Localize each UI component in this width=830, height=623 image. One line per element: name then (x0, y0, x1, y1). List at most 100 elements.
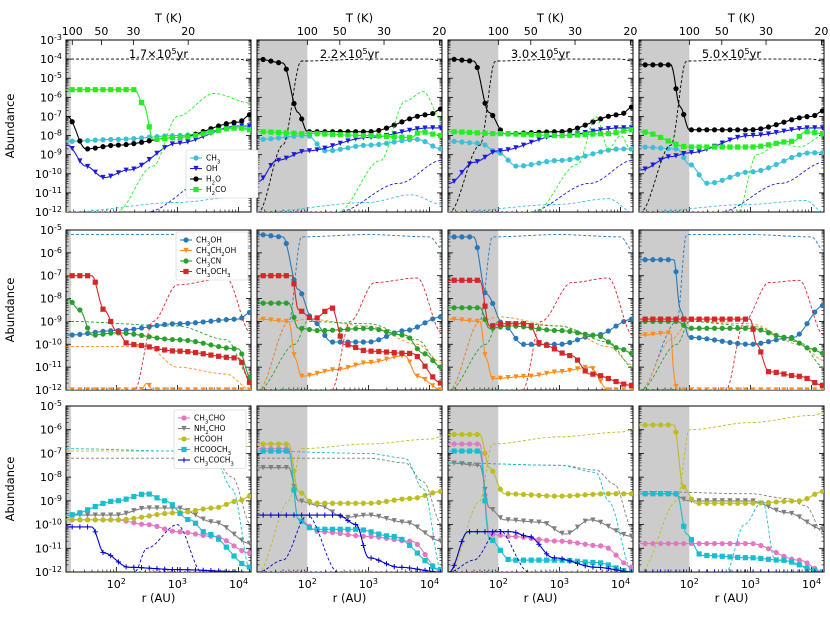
curve-ch3-ice (66, 196, 251, 212)
curve-oh-gas-marker (804, 125, 810, 131)
curve-hcooch3-gas-marker (796, 562, 802, 568)
curve-ch3cho-gas-marker (466, 441, 473, 447)
curve-ch3-gas-marker (551, 158, 557, 164)
curve-ch3-gas-marker (567, 156, 573, 163)
curve-nh2cho-gas-marker (216, 520, 222, 526)
curve-nh2cho-gas-marker (559, 530, 565, 537)
curve-ch3oh-gas-marker (711, 337, 718, 343)
curve-h2co-gas-marker (758, 143, 764, 149)
curve-hcooh-gas-marker (758, 500, 764, 506)
curve-hcooh-gas-marker (368, 500, 374, 506)
curve-ch3och3-gas-marker (192, 349, 199, 356)
curve-ch3coch3-ice-group (66, 524, 251, 572)
curve-h2o-gas-marker (688, 127, 695, 133)
curve-oh-gas-marker (177, 140, 183, 146)
curve-ch3coch3-ice-group (257, 514, 442, 572)
curve-h2o-gas-marker (239, 118, 245, 124)
curve-ch3oh-gas-marker (260, 232, 266, 238)
curve-ch3cho-gas-marker (758, 542, 764, 549)
curve-ch3cn-gas-marker (108, 330, 114, 336)
curve-ch3cn-gas-marker (100, 331, 106, 337)
legend-label-nh2cho: NH2CHO (194, 424, 226, 436)
curve-oh-gas-marker (314, 147, 320, 153)
curve-ch3ch2oh-gas-marker (765, 387, 772, 390)
curve-nh2cho-gas-marker (329, 509, 336, 515)
curve-h2co-gas-marker (430, 131, 436, 137)
curve-ch3cho-gas-marker (497, 532, 504, 538)
curve-h2co-gas-marker (520, 131, 527, 137)
curve-hcooh-gas-marker (796, 498, 802, 504)
curve-hcooch3-gas-marker (758, 555, 764, 562)
curve-h2co-gas-marker (482, 130, 488, 136)
curve-ch3ch2oh-gas-marker (758, 387, 764, 390)
curve-oh-gas-marker (497, 148, 504, 154)
curve-ch3ch2oh-gas-marker (169, 387, 175, 390)
curve-h2co-gas-marker (819, 131, 824, 137)
curve-ch3oh-gas-marker (360, 339, 366, 345)
x-tick-label: 102 (298, 577, 317, 592)
curve-ch3och3-gas-marker (216, 353, 222, 359)
legend-marker-ch3och3 (183, 268, 189, 275)
curve-ch3cn-gas-marker (544, 327, 550, 333)
curve-ch3-gas-marker (391, 139, 397, 145)
curve-ch3cn-gas-marker (536, 326, 542, 332)
curve-hcooh-gas-marker (513, 491, 519, 497)
curve-ch3ch2oh-gas-marker (681, 387, 687, 390)
curve-ch3ch2oh-gas-group (639, 330, 824, 390)
legend-label-ch3coch3: CH3COCH3 (194, 456, 234, 468)
top-tick-label: 30 (759, 25, 773, 38)
curve-ch3och3-gas-marker (283, 273, 289, 279)
curve-h2co-gas-marker (650, 131, 656, 137)
curve-ch3och3-gas-marker (657, 316, 664, 322)
x-tick-label: 103 (550, 577, 569, 592)
curve-oh-gas-marker (169, 141, 175, 147)
curve-ch3cho-gas-marker (711, 540, 718, 547)
curve-ch3cn-gas-marker (92, 332, 98, 338)
curve-oh-gas-marker (474, 159, 480, 165)
curve-ch3-ice (257, 194, 442, 212)
curve-h2co-gas-marker (559, 132, 565, 139)
curve-ch3och3-gas-marker (621, 381, 627, 387)
curve-ch3och3-gas-group (639, 316, 824, 388)
curve-ch3-gas-marker (437, 146, 442, 152)
curve-ch3cn-gas-marker (154, 335, 160, 341)
top-axis-label: T (K) (154, 11, 182, 25)
curve-h2o-gas (66, 113, 251, 150)
curve-ch3-ice-group (639, 200, 824, 212)
curve-ch3cho-gas-marker (360, 533, 366, 539)
curve-ch3och3-gas-marker (376, 348, 382, 355)
curve-hcooch3-gas-marker (590, 559, 596, 566)
curve-oh-gas-marker (613, 125, 619, 131)
curve-nh2cho-gas-marker (536, 519, 542, 525)
curve-h2o-gas-marker (704, 127, 710, 133)
curve-ch3oh-gas-marker (299, 291, 305, 297)
y-tick-label: 10-12 (35, 565, 62, 580)
curve-ch3ch2oh-gas-marker (574, 366, 581, 372)
panel-r2-c3: 102 103 104 r (AU) (638, 405, 825, 605)
curve-h2co-gas-marker (567, 132, 573, 138)
curve-nh2cho-gas-marker (574, 524, 581, 530)
curve-ch3-ice (639, 200, 824, 212)
curve-hcooh-gas-marker (466, 431, 473, 438)
curve-ch3cn-gas-marker (239, 351, 245, 357)
curve-hcooh-gas-marker (275, 441, 282, 447)
curve-ch3cn-ice (639, 320, 824, 390)
curve-ch3-gas-marker (528, 161, 534, 168)
curve-ch3ch2oh-gas-marker (84, 387, 91, 390)
curve-ch3ch2oh-gas-marker (275, 318, 282, 324)
curve-ch3cn-gas-marker (162, 336, 168, 342)
curve-ch3och3-gas-marker (345, 342, 351, 348)
curve-hcooh-gas-marker (216, 504, 222, 510)
curve-h2o-gas-marker (719, 127, 725, 133)
curve-h2o-gas-marker (437, 106, 442, 112)
curve-oh-gas-marker (391, 131, 397, 137)
curve-h2co-gas-marker (711, 144, 718, 150)
curve-h2o-gas-marker (275, 60, 282, 66)
curve-hcooh-gas-marker (681, 484, 687, 490)
curve-h2o-gas-marker (735, 127, 741, 133)
curve-hcooh-gas-marker (497, 486, 504, 492)
curve-h2co-gas-marker (246, 127, 251, 133)
curve-h2co-gas-marker (185, 134, 191, 140)
curve-hcooch3-gas-marker (696, 551, 702, 557)
curve-ch3oh-gas-marker (268, 233, 274, 239)
